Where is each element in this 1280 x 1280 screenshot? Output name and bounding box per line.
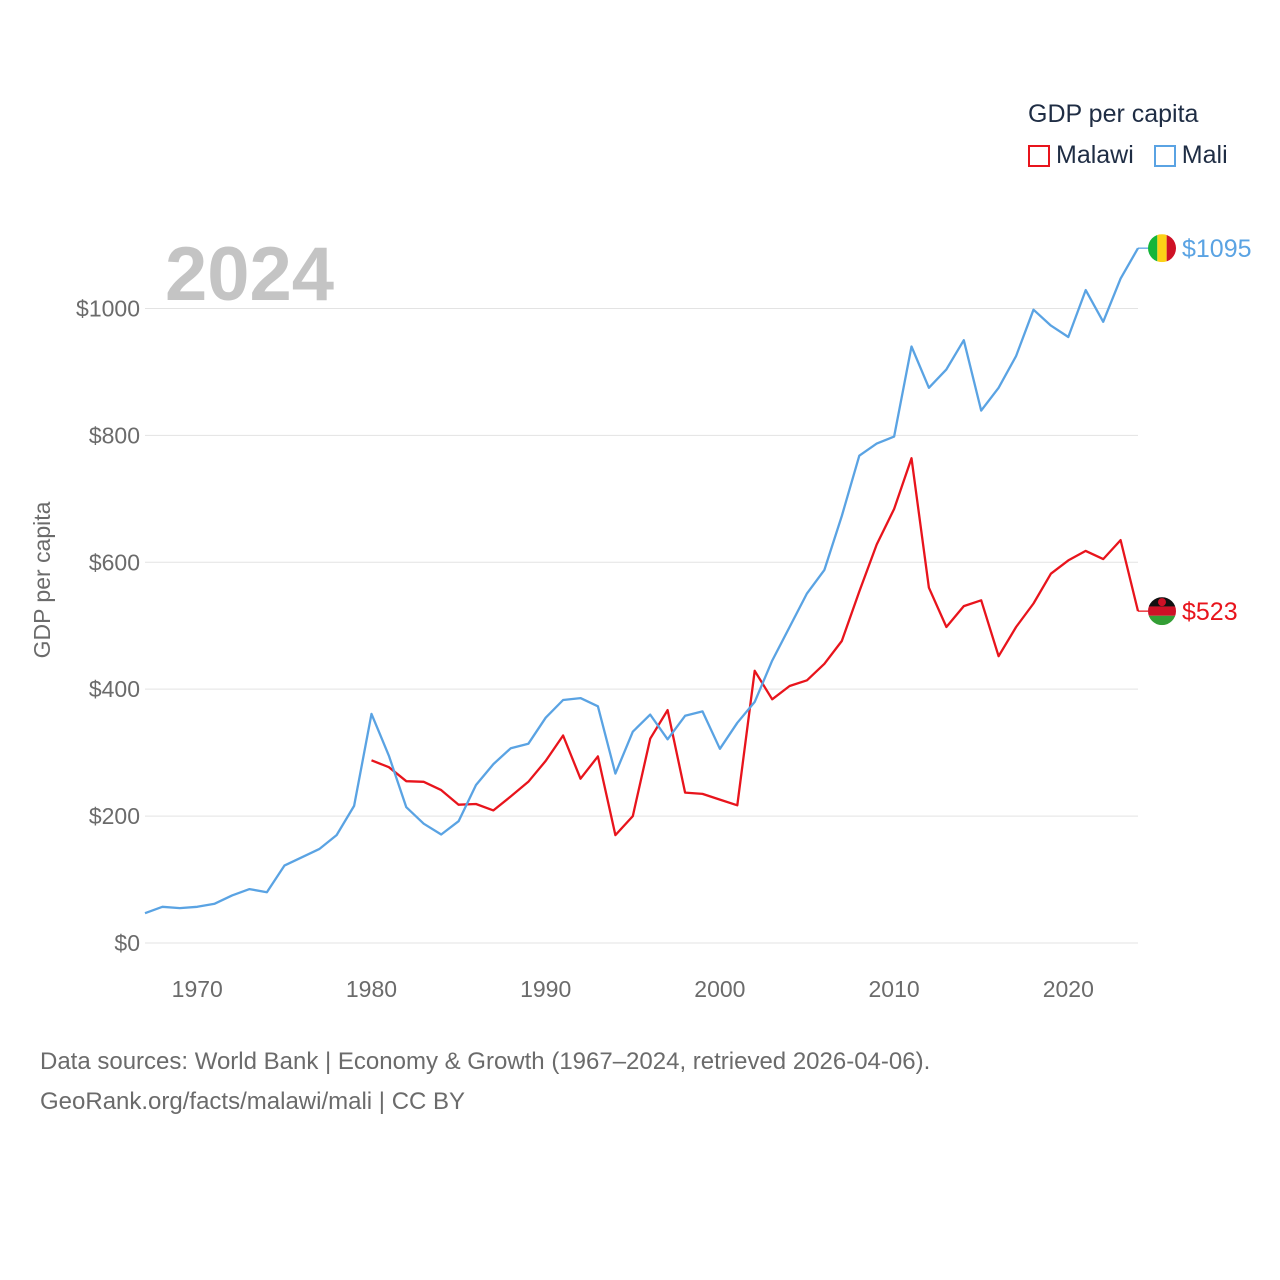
- y-tick-label: $0: [114, 930, 140, 956]
- x-tick-label: 1990: [520, 976, 571, 1002]
- end-value-label-mali: $1095: [1182, 235, 1252, 263]
- legend-title: GDP per capita: [1028, 100, 1199, 128]
- x-tick-label: 2000: [694, 976, 745, 1002]
- y-axis-ticks: $0 $200 $400 $600 $800 $1000: [76, 295, 140, 956]
- end-value-label-malawi: $523: [1182, 598, 1238, 626]
- malawi-flag-icon: [1148, 597, 1176, 626]
- x-tick-label: 1970: [172, 976, 223, 1002]
- series-line-malawi: [371, 457, 1140, 837]
- mali-flag-icon: [1148, 234, 1176, 263]
- x-tick-label: 2010: [869, 976, 920, 1002]
- legend-swatch-mali: [1153, 144, 1176, 167]
- current-year-label: 2024: [165, 232, 334, 317]
- series-layer: $523 $1095: [144, 234, 1252, 915]
- legend-swatch-malawi: [1028, 144, 1050, 167]
- legend-label-mali: Mali: [1181, 141, 1228, 169]
- source-line-1: Data sources: World Bank | Economy & Gro…: [40, 1048, 931, 1075]
- series-line-mali: [144, 247, 1139, 915]
- y-tick-label: $600: [89, 549, 140, 575]
- gridlines: [145, 307, 1138, 944]
- y-tick-label: $1000: [76, 295, 140, 321]
- legend-label-malawi: Malawi: [1056, 141, 1134, 169]
- x-tick-label: 2020: [1043, 976, 1094, 1002]
- source-line-2[interactable]: GeoRank.org/facts/malawi/mali | CC BY: [40, 1088, 466, 1115]
- legend-item-mali[interactable]: Mali: [1153, 141, 1228, 170]
- legend: GDP per capita Malawi Mali: [1028, 100, 1228, 170]
- x-axis-ticks: 1970 1980 1990 2000 2010 2020: [172, 976, 1094, 1002]
- legend-item-malawi[interactable]: Malawi: [1028, 141, 1134, 170]
- x-tick-label: 1980: [346, 976, 397, 1002]
- data-source-note: Data sources: World Bank | Economy & Gro…: [40, 1042, 930, 1122]
- y-tick-label: $800: [89, 422, 140, 448]
- y-tick-label: $200: [89, 803, 140, 829]
- y-tick-label: $400: [89, 676, 140, 702]
- y-axis-title: GDP per capita: [29, 501, 55, 658]
